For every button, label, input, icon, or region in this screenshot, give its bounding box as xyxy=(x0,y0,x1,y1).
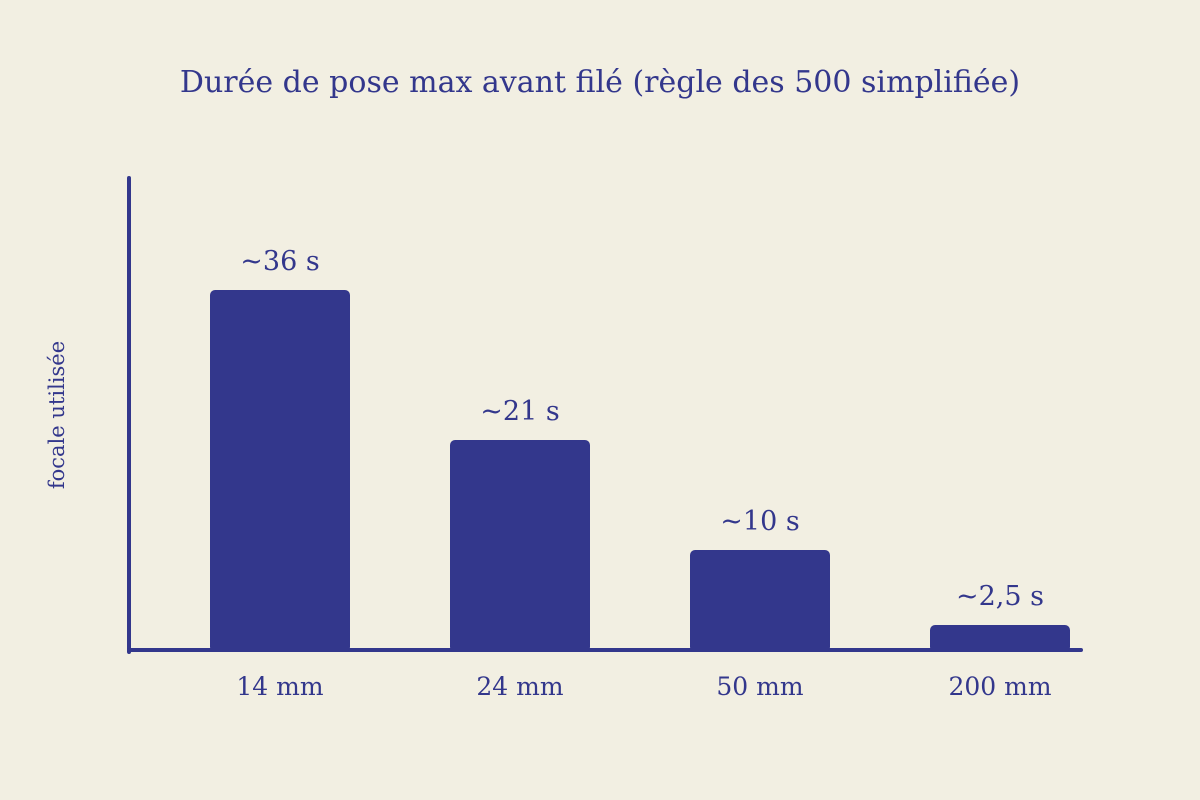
x-tick-label: 14 mm xyxy=(236,672,323,701)
bar-2 xyxy=(690,550,830,652)
bar-value-label: ~36 s xyxy=(240,246,319,277)
bar-value-label: ~2,5 s xyxy=(956,581,1044,612)
bar-3 xyxy=(930,625,1070,652)
bars-group: ~36 s 14 mm ~21 s 24 mm ~10 s 50 mm ~2,5 s 200 … xyxy=(210,246,1070,701)
x-tick-label: 200 mm xyxy=(948,672,1051,701)
x-tick-label: 24 mm xyxy=(476,672,563,701)
y-axis-title: focale utilisée xyxy=(45,341,69,489)
chart-title: Durée de pose max avant filé (règle des … xyxy=(180,65,1020,100)
bar-value-label: ~21 s xyxy=(480,396,559,427)
bar-0 xyxy=(210,290,350,652)
bar-value-label: ~10 s xyxy=(720,506,799,537)
bar-1 xyxy=(450,440,590,652)
x-tick-label: 50 mm xyxy=(716,672,803,701)
